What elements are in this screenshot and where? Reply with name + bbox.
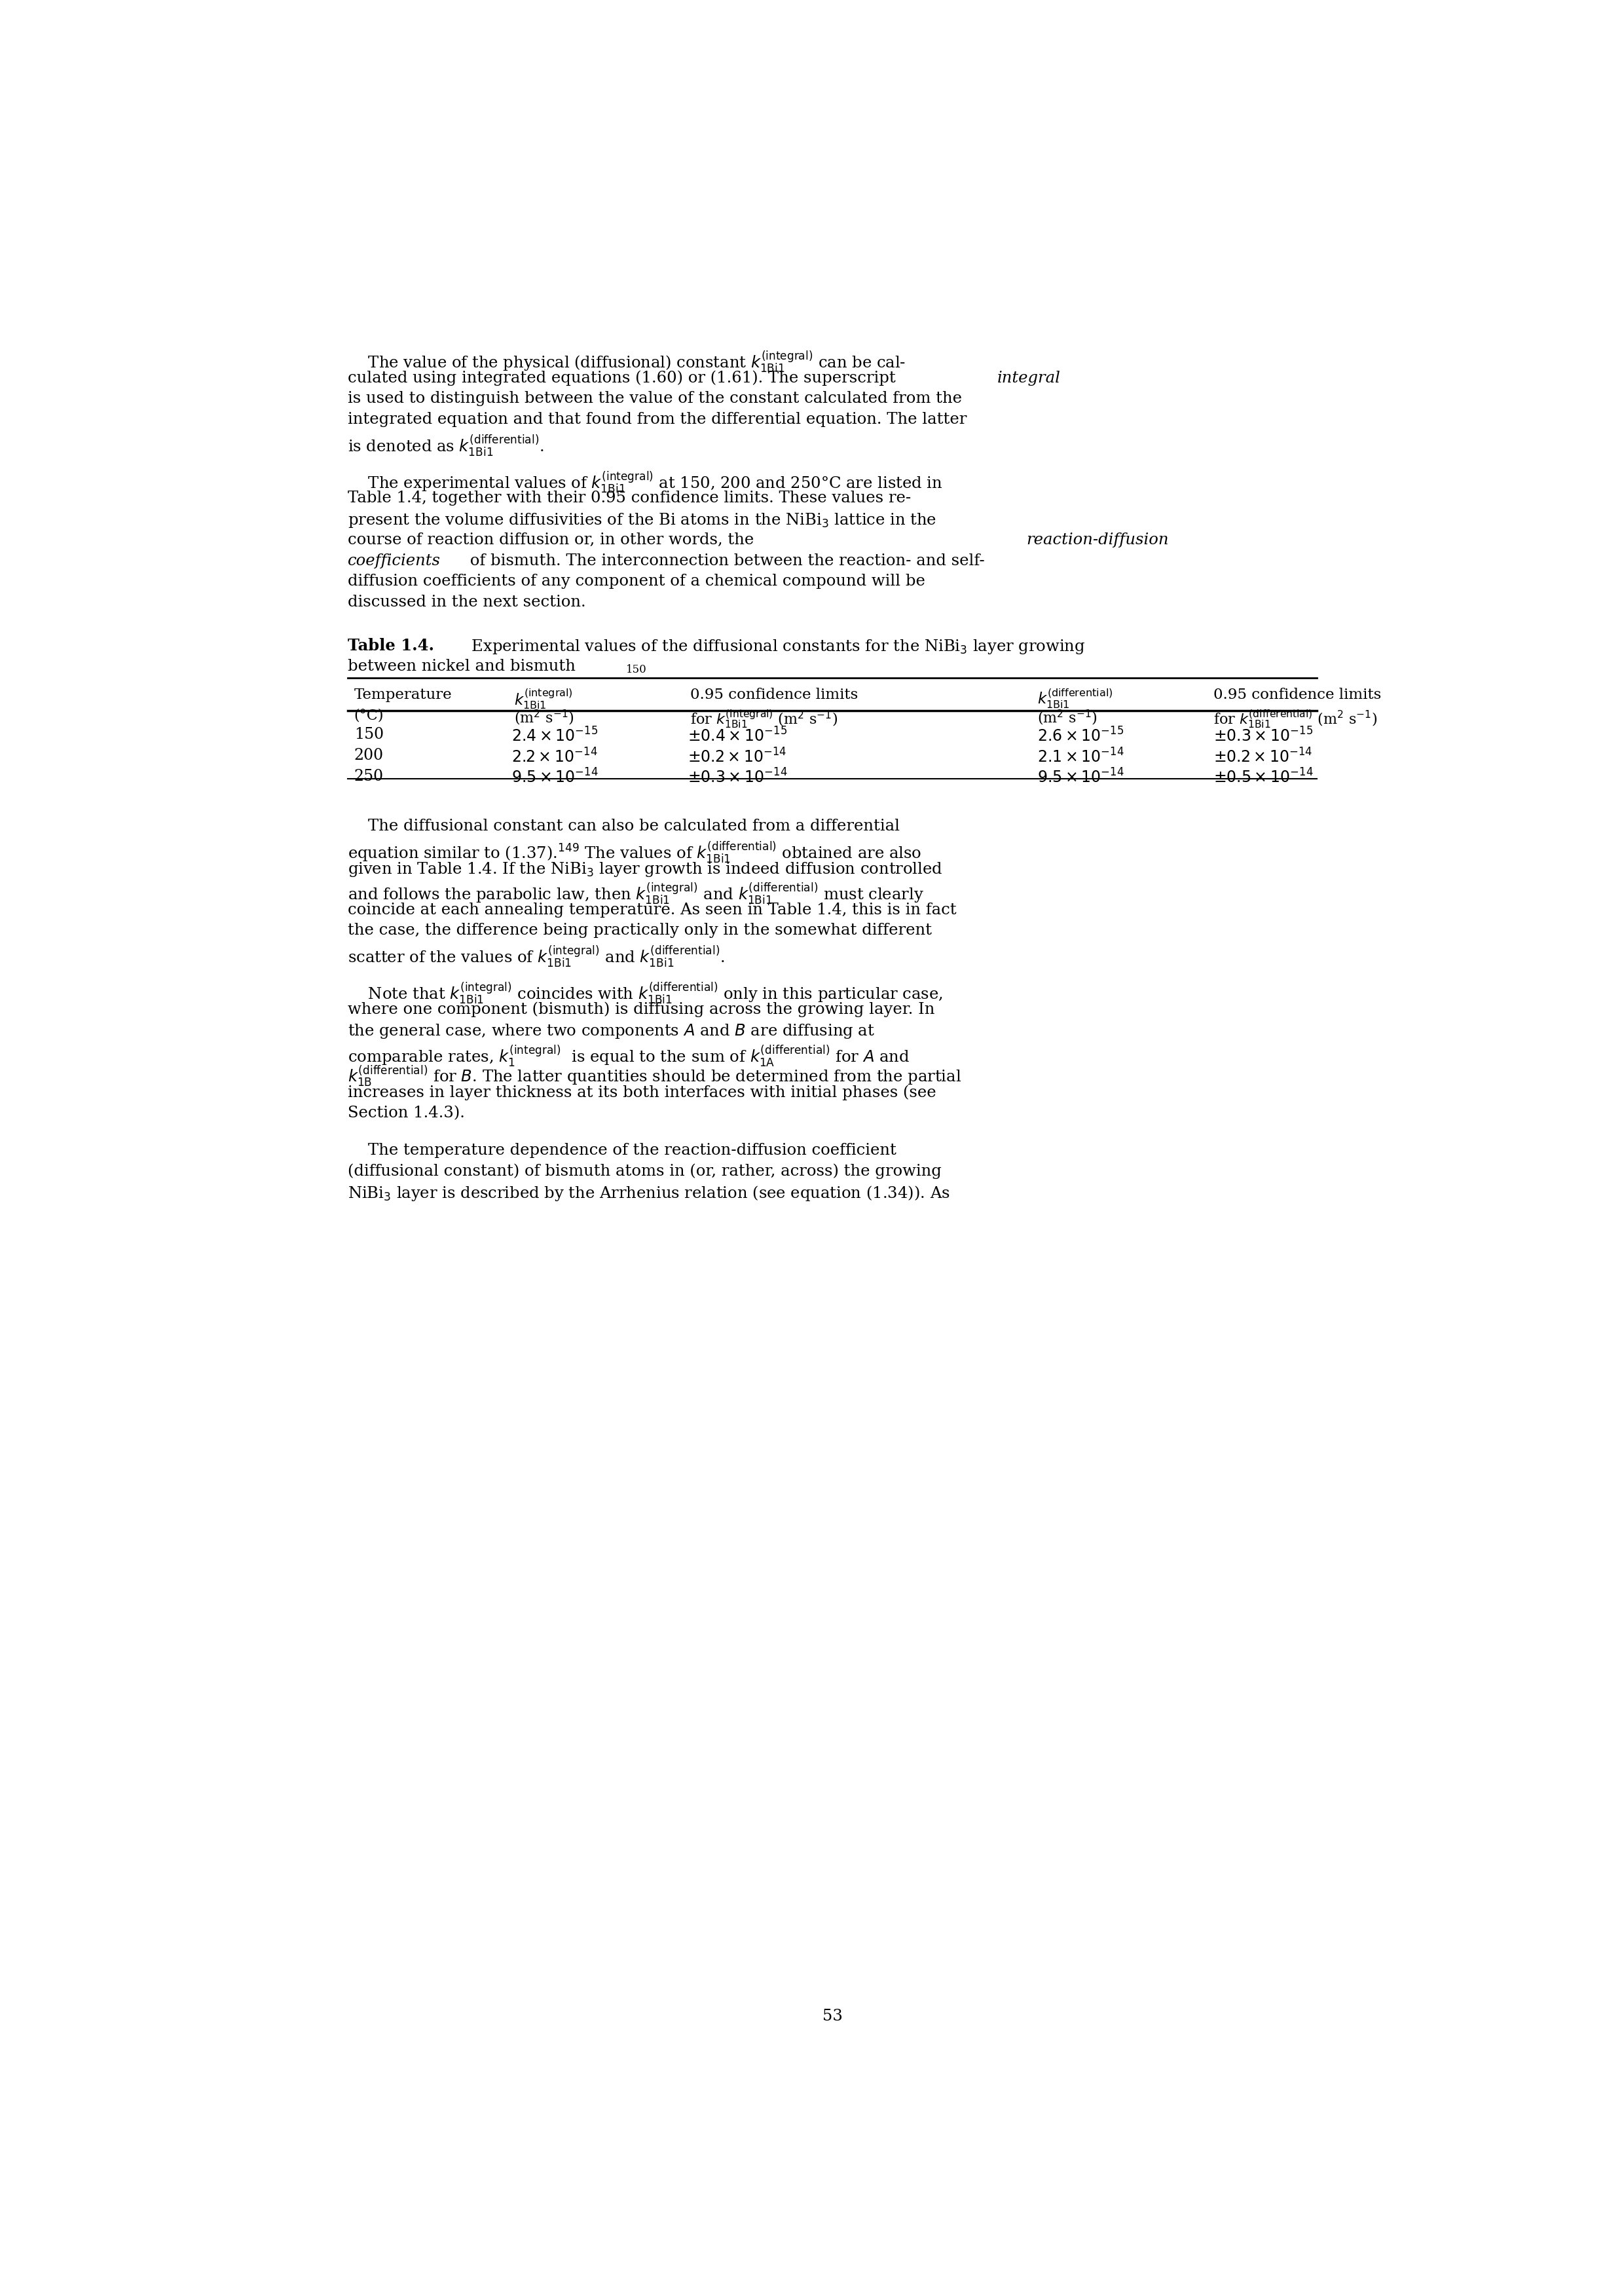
Text: $k_{\rm 1Bi1}^{\rm (differential)}$: $k_{\rm 1Bi1}^{\rm (differential)}$: [1038, 689, 1112, 709]
Text: Note that $k_{\rm 1Bi1}^{\rm (integral)}$ coincides with $k_{\rm 1Bi1}^{\rm (dif: Note that $k_{\rm 1Bi1}^{\rm (integral)}…: [348, 980, 944, 1005]
Text: 250: 250: [354, 769, 383, 785]
Text: (m$^2$ s$^{-1}$): (m$^2$ s$^{-1}$): [1038, 709, 1098, 728]
Text: (diffusional constant) of bismuth atoms in (or, rather, across) the growing: (diffusional constant) of bismuth atoms …: [348, 1164, 942, 1180]
Text: Section 1.4.3).: Section 1.4.3).: [348, 1106, 464, 1120]
Text: The diffusional constant can also be calculated from a differential: The diffusional constant can also be cal…: [348, 819, 900, 833]
Text: comparable rates, $k_1^{\rm (integral)}$  is equal to the sum of $k_{\rm 1A}^{\r: comparable rates, $k_1^{\rm (integral)}$…: [348, 1044, 909, 1067]
Text: $2.6\times10^{-15}$: $2.6\times10^{-15}$: [1038, 728, 1124, 746]
Text: The temperature dependence of the reaction-diffusion coefficient: The temperature dependence of the reacti…: [348, 1143, 896, 1157]
Text: between nickel and bismuth: between nickel and bismuth: [348, 659, 575, 675]
Text: $\pm0.5\times10^{-14}$: $\pm0.5\times10^{-14}$: [1213, 769, 1314, 787]
Text: 0.95 confidence limits: 0.95 confidence limits: [690, 689, 857, 702]
Text: $k_{\rm 1Bi1}^{\rm (integral)}$: $k_{\rm 1Bi1}^{\rm (integral)}$: [513, 689, 573, 711]
Text: NiBi$_3$ layer is described by the Arrhenius relation (see equation (1.34)). As: NiBi$_3$ layer is described by the Arrhe…: [348, 1184, 950, 1203]
Text: where one component (bismuth) is diffusing across the growing layer. In: where one component (bismuth) is diffusi…: [348, 1001, 935, 1017]
Text: coincide at each annealing temperature. As seen in Table 1.4, this is in fact: coincide at each annealing temperature. …: [348, 902, 957, 918]
Text: coefficients: coefficients: [348, 553, 440, 569]
Text: integral: integral: [997, 369, 1060, 386]
Text: (m$^2$ s$^{-1}$): (m$^2$ s$^{-1}$): [513, 709, 573, 728]
Text: $2.2\times10^{-14}$: $2.2\times10^{-14}$: [512, 748, 598, 767]
Text: $\pm0.2\times10^{-14}$: $\pm0.2\times10^{-14}$: [687, 748, 786, 767]
Text: Experimental values of the diffusional constants for the NiBi$_3$ layer growing: Experimental values of the diffusional c…: [466, 638, 1085, 656]
Text: $9.5\times10^{-14}$: $9.5\times10^{-14}$: [1038, 769, 1124, 787]
Text: $\pm0.3\times10^{-14}$: $\pm0.3\times10^{-14}$: [687, 769, 788, 787]
Text: Table 1.4, together with their 0.95 confidence limits. These values re-: Table 1.4, together with their 0.95 conf…: [348, 491, 911, 505]
Text: and follows the parabolic law, then $k_{\rm 1Bi1}^{\rm (integral)}$ and $k_{\rm : and follows the parabolic law, then $k_{…: [348, 881, 924, 907]
Text: The value of the physical (diffusional) constant $k_{\rm 1Bi1}^{\rm (integral)}$: The value of the physical (diffusional) …: [348, 349, 906, 374]
Text: is used to distinguish between the value of the constant calculated from the: is used to distinguish between the value…: [348, 392, 961, 406]
Text: $2.1\times10^{-14}$: $2.1\times10^{-14}$: [1038, 748, 1124, 767]
Text: 200: 200: [354, 748, 383, 762]
Text: $9.5\times10^{-14}$: $9.5\times10^{-14}$: [512, 769, 598, 787]
Text: present the volume diffusivities of the Bi atoms in the NiBi$_3$ lattice in the: present the volume diffusivities of the …: [348, 512, 937, 530]
Text: $k_{\rm 1B}^{\rm (differential)}$ for $B$. The latter quantities should be deter: $k_{\rm 1B}^{\rm (differential)}$ for $B…: [348, 1065, 961, 1088]
Text: Temperature: Temperature: [354, 689, 451, 702]
Text: diffusion coefficients of any component of a chemical compound will be: diffusion coefficients of any component …: [348, 574, 926, 590]
Text: $\pm0.2\times10^{-14}$: $\pm0.2\times10^{-14}$: [1213, 748, 1312, 767]
Text: $\pm0.4\times10^{-15}$: $\pm0.4\times10^{-15}$: [687, 728, 788, 746]
Text: $2.4\times10^{-15}$: $2.4\times10^{-15}$: [512, 728, 598, 746]
Text: 53: 53: [822, 2008, 843, 2024]
Text: 150: 150: [625, 663, 646, 675]
Text: the case, the difference being practically only in the somewhat different: the case, the difference being practical…: [348, 923, 932, 939]
Text: culated using integrated equations (1.60) or (1.61). The superscript: culated using integrated equations (1.60…: [348, 369, 901, 386]
Text: for $k_{\rm 1Bi1}^{\rm (integral)}$ (m$^2$ s$^{-1}$): for $k_{\rm 1Bi1}^{\rm (integral)}$ (m$^…: [690, 709, 838, 730]
Text: given in Table 1.4. If the NiBi$_3$ layer growth is indeed diffusion controlled: given in Table 1.4. If the NiBi$_3$ laye…: [348, 861, 944, 879]
Text: the general case, where two components $A$ and $B$ are diffusing at: the general case, where two components $…: [348, 1024, 875, 1040]
Text: $\pm0.3\times10^{-15}$: $\pm0.3\times10^{-15}$: [1213, 728, 1314, 746]
Text: equation similar to (1.37).$^{149}$ The values of $k_{\rm 1Bi1}^{\rm (differenti: equation similar to (1.37).$^{149}$ The …: [348, 840, 921, 865]
Text: discussed in the next section.: discussed in the next section.: [348, 594, 586, 610]
Text: Table 1.4.: Table 1.4.: [348, 638, 434, 654]
Text: increases in layer thickness at its both interfaces with initial phases (see: increases in layer thickness at its both…: [348, 1086, 935, 1099]
Text: integrated equation and that found from the differential equation. The latter: integrated equation and that found from …: [348, 413, 966, 427]
Text: reaction-diffusion: reaction-diffusion: [1026, 532, 1169, 549]
Text: of bismuth. The interconnection between the reaction- and self-: of bismuth. The interconnection between …: [464, 553, 984, 569]
Text: scatter of the values of $k_{\rm 1Bi1}^{\rm (integral)}$ and $k_{\rm 1Bi1}^{\rm : scatter of the values of $k_{\rm 1Bi1}^{…: [348, 943, 724, 968]
Text: 150: 150: [354, 728, 383, 741]
Text: is denoted as $k_{\rm 1Bi1}^{\rm (differential)}$.: is denoted as $k_{\rm 1Bi1}^{\rm (differ…: [348, 434, 544, 457]
Text: 0.95 confidence limits: 0.95 confidence limits: [1213, 689, 1382, 702]
Text: The experimental values of $k_{\rm 1Bi1}^{\rm (integral)}$ at 150, 200 and 250°C: The experimental values of $k_{\rm 1Bi1}…: [348, 470, 942, 496]
Text: (°C): (°C): [354, 709, 383, 723]
Text: course of reaction diffusion or, in other words, the: course of reaction diffusion or, in othe…: [348, 532, 758, 549]
Text: for $k_{\rm 1Bi1}^{\rm (differential)}$ (m$^2$ s$^{-1}$): for $k_{\rm 1Bi1}^{\rm (differential)}$ …: [1213, 709, 1377, 730]
